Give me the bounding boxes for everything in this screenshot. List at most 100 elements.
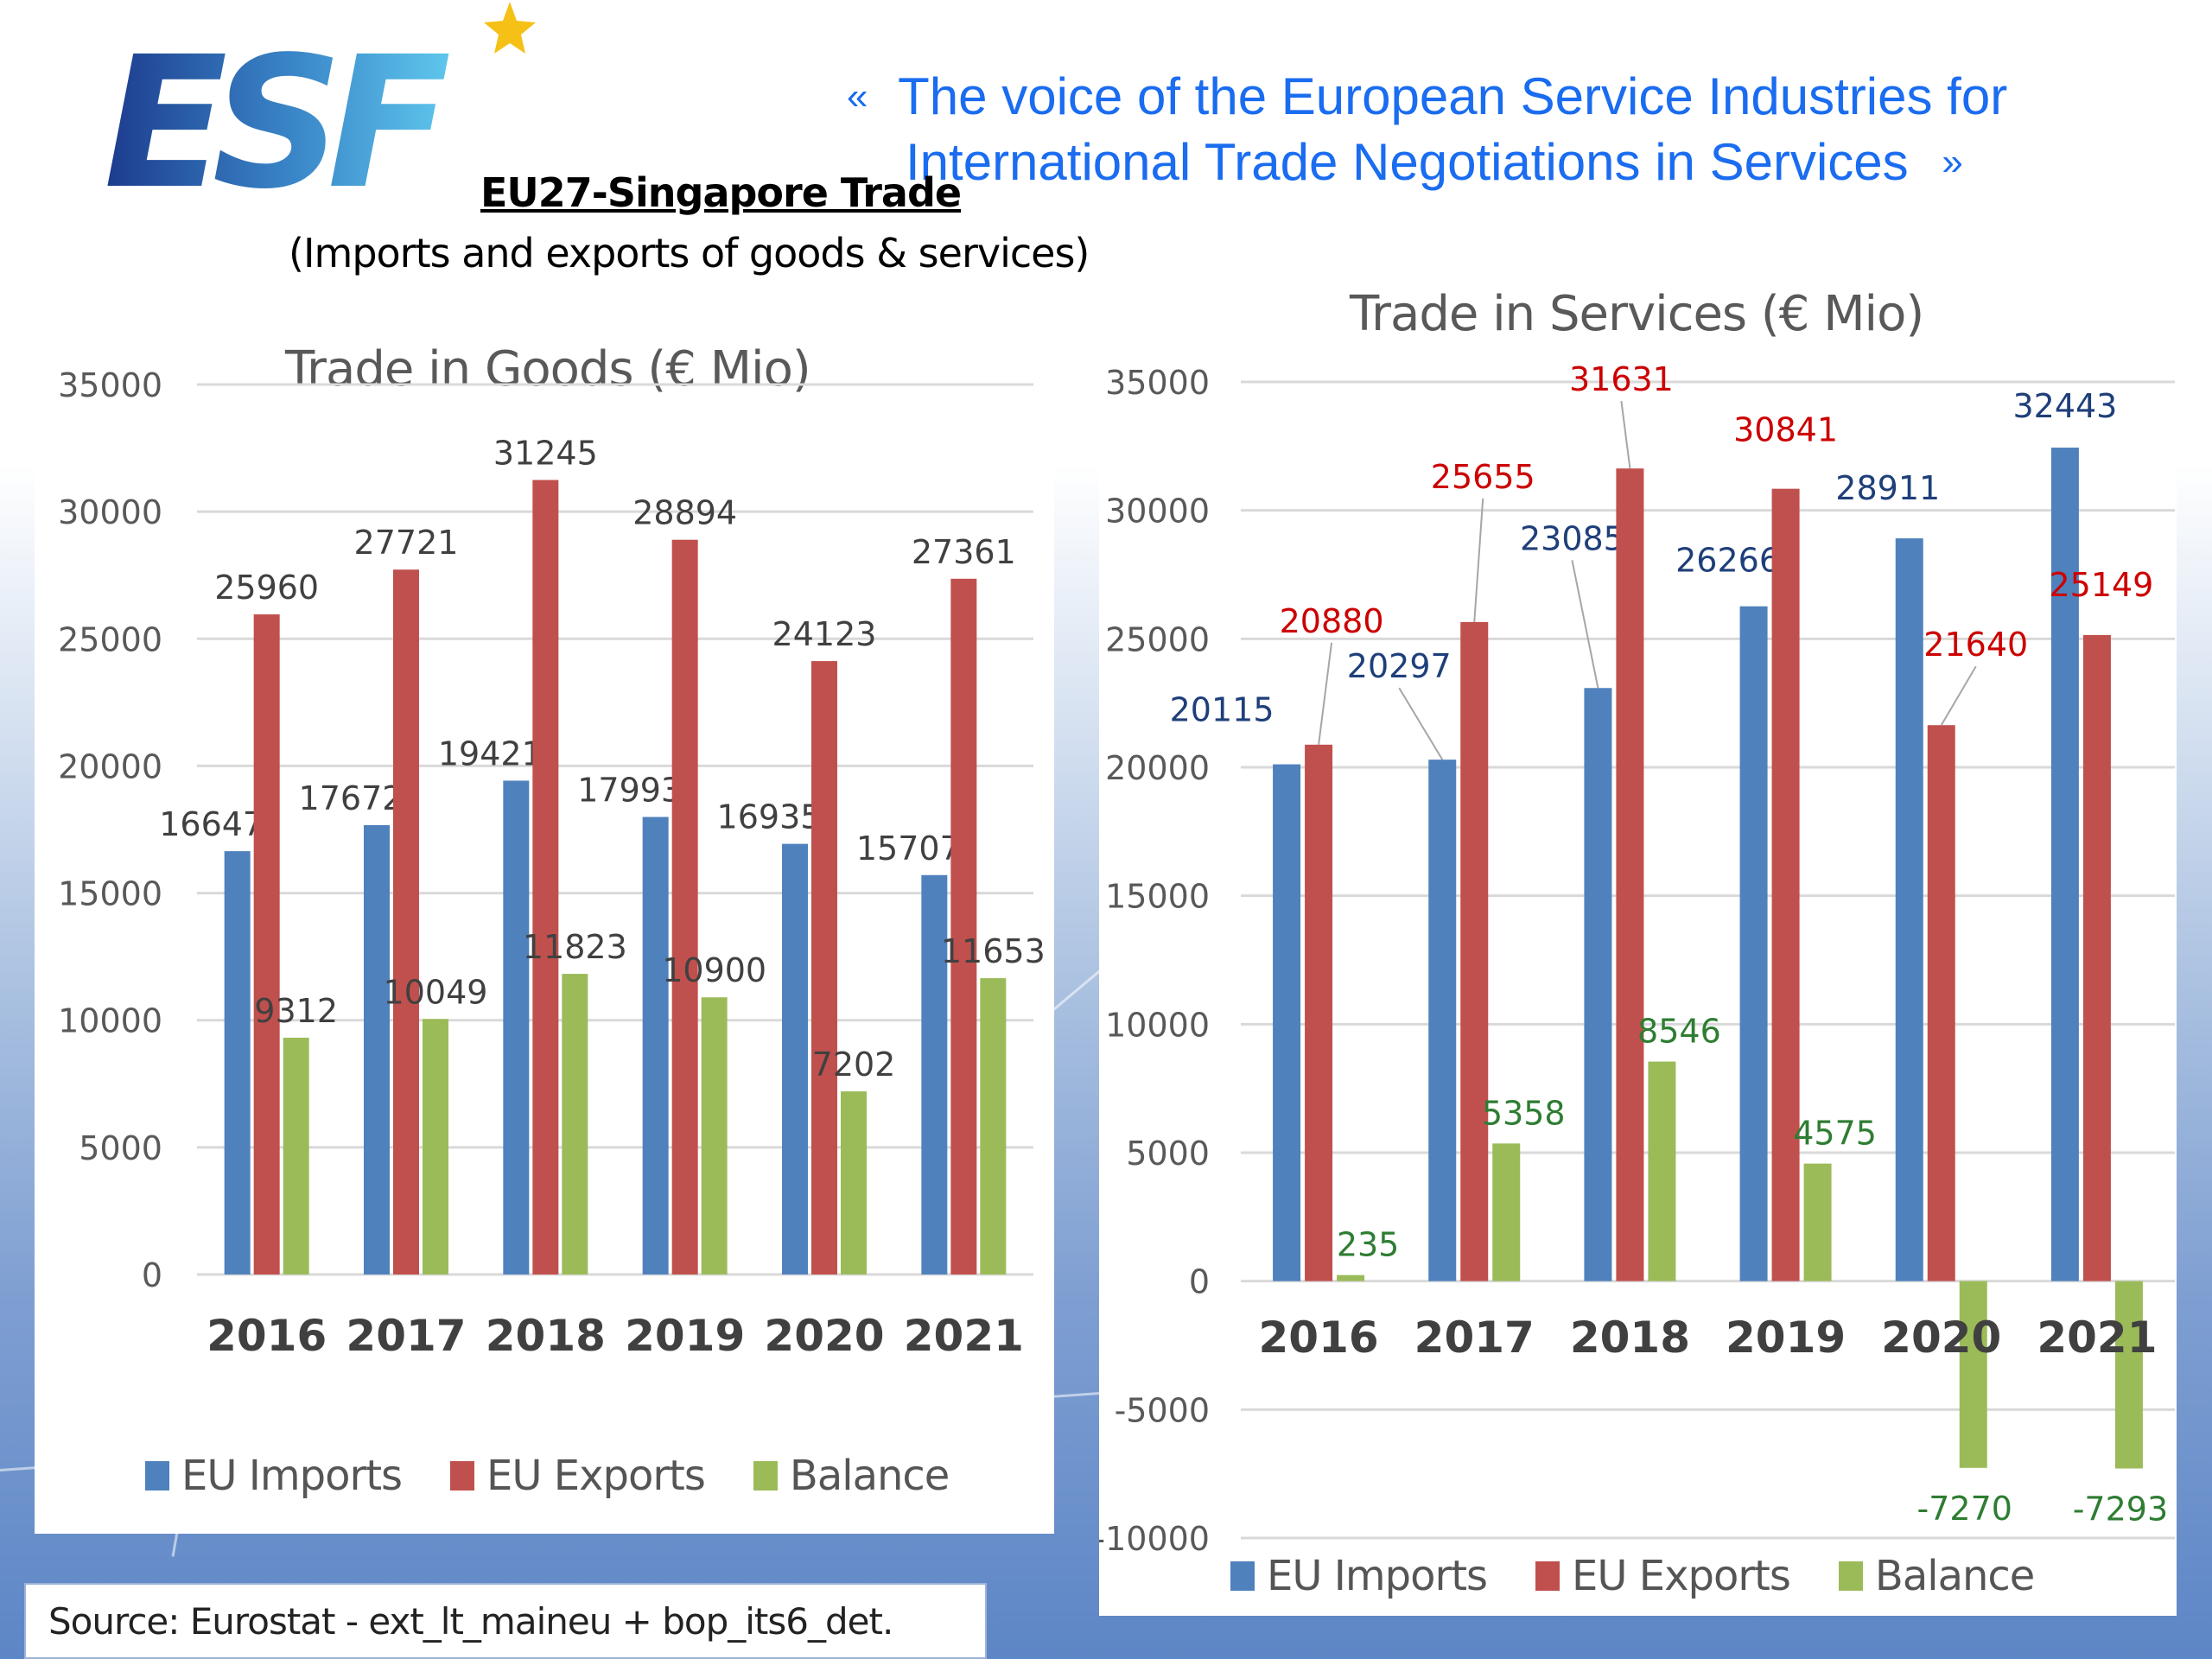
data-label: 5358 bbox=[1482, 1094, 1566, 1132]
legend-swatch-exports bbox=[1535, 1561, 1560, 1591]
data-label: 24123 bbox=[772, 615, 877, 653]
leader-line bbox=[1940, 665, 1977, 726]
x-tick-label: 2019 bbox=[1726, 1313, 1846, 1363]
bar-balance bbox=[423, 1019, 448, 1274]
data-label: 23085 bbox=[1520, 519, 1624, 557]
data-label: 27721 bbox=[354, 524, 459, 562]
bar-eu-imports bbox=[1273, 764, 1301, 1281]
data-label: 7202 bbox=[812, 1046, 896, 1084]
data-label: 26266 bbox=[1675, 542, 1780, 580]
goods-chart-legend: EU Imports EU Exports Balance bbox=[145, 1452, 950, 1500]
bar-eu-exports bbox=[1460, 621, 1489, 1281]
bar-eu-imports bbox=[1584, 688, 1612, 1281]
x-tick-label: 2017 bbox=[1414, 1313, 1535, 1363]
data-label: 31245 bbox=[493, 435, 598, 473]
bar-eu-exports bbox=[1771, 488, 1800, 1281]
y-tick-label: 10000 bbox=[1105, 1006, 1210, 1044]
page-subtitle: (Imports and exports of goods & services… bbox=[289, 230, 1090, 276]
bar-eu-exports bbox=[1616, 468, 1644, 1281]
legend-swatch-exports bbox=[450, 1461, 475, 1491]
bar-balance bbox=[980, 978, 1007, 1274]
bar-eu-imports bbox=[642, 817, 669, 1274]
y-tick-label: 25000 bbox=[1105, 620, 1210, 658]
data-label: 19421 bbox=[438, 734, 543, 772]
logo-text: ESF bbox=[104, 17, 449, 207]
bar-balance bbox=[1959, 1281, 1987, 1468]
y-tick-label: 35000 bbox=[1105, 364, 1210, 402]
y-tick-label: 10000 bbox=[58, 1002, 162, 1040]
legend-label: Balance bbox=[789, 1452, 950, 1500]
bar-balance bbox=[283, 1037, 309, 1274]
legend-item-balance: Balance bbox=[1838, 1552, 2035, 1600]
bar-eu-exports bbox=[950, 578, 977, 1274]
legend-label: EU Exports bbox=[486, 1452, 706, 1500]
y-tick-label: 25000 bbox=[58, 620, 162, 658]
bar-eu-exports bbox=[811, 661, 837, 1274]
data-label: 11823 bbox=[523, 928, 627, 966]
bar-balance bbox=[2114, 1281, 2143, 1469]
data-label: 10900 bbox=[662, 951, 766, 989]
y-tick-label: 20000 bbox=[1105, 749, 1210, 787]
data-label: 20115 bbox=[1170, 691, 1274, 729]
data-label: 17993 bbox=[577, 771, 682, 809]
bar-eu-imports bbox=[1428, 760, 1457, 1281]
legend-label: Balance bbox=[1874, 1552, 2035, 1600]
leader-line bbox=[1318, 642, 1333, 745]
y-tick-label: 30000 bbox=[1105, 493, 1210, 531]
star-icon bbox=[484, 2, 536, 54]
bar-eu-imports bbox=[364, 824, 390, 1274]
x-tick-label: 2019 bbox=[625, 1311, 745, 1361]
data-label: 20297 bbox=[1347, 647, 1452, 685]
bar-eu-exports bbox=[393, 569, 419, 1274]
open-quote: « bbox=[847, 75, 868, 118]
source-box: Source: Eurostat - ext_lt_maineu + bop_i… bbox=[24, 1583, 987, 1659]
services-chart-legend: EU Imports EU Exports Balance bbox=[1230, 1552, 2035, 1600]
x-tick-label: 2021 bbox=[2037, 1313, 2157, 1363]
services-chart-panel: Trade in Services (€ Mio) 35000 30000 25000… bbox=[1099, 259, 2177, 1616]
legend-swatch-balance bbox=[753, 1461, 778, 1491]
y-tick-label: 5000 bbox=[79, 1129, 162, 1167]
data-label: 16647 bbox=[159, 805, 264, 843]
data-label: 28894 bbox=[632, 494, 737, 532]
legend-item-exports: EU Exports bbox=[1535, 1552, 1791, 1600]
data-label: 11653 bbox=[941, 932, 1046, 970]
legend-swatch-balance bbox=[1838, 1561, 1863, 1591]
services-chart: Trade in Services (€ Mio) 35000 30000 25000… bbox=[1099, 286, 2175, 1558]
bar-eu-imports bbox=[921, 874, 948, 1274]
legend-swatch-imports bbox=[1230, 1561, 1255, 1591]
data-label: 15707 bbox=[856, 830, 961, 868]
x-tick-label: 2020 bbox=[1881, 1313, 2001, 1363]
data-label: -7270 bbox=[1917, 1490, 2012, 1528]
y-tick-label: 0 bbox=[142, 1256, 162, 1294]
chart-title: Trade in Goods (€ Mio) bbox=[284, 341, 810, 397]
legend-swatch-imports bbox=[145, 1461, 169, 1491]
data-label: 20880 bbox=[1280, 602, 1384, 640]
leader-line bbox=[1571, 560, 1599, 689]
y-tick-label: 15000 bbox=[1105, 878, 1210, 916]
y-tick-label: 30000 bbox=[58, 493, 162, 531]
y-tick-label: 0 bbox=[1189, 1263, 1210, 1301]
data-label: 9312 bbox=[254, 992, 338, 1030]
bar-eu-imports bbox=[1895, 538, 1923, 1281]
x-tick-label: 2016 bbox=[207, 1311, 327, 1361]
legend-label: EU Exports bbox=[1572, 1552, 1791, 1600]
bar-balance bbox=[701, 997, 728, 1274]
x-tick-label: 2018 bbox=[486, 1311, 606, 1361]
data-label: 17672 bbox=[299, 779, 404, 817]
bar-eu-imports bbox=[224, 851, 251, 1274]
legend-item-imports: EU Imports bbox=[1230, 1552, 1488, 1600]
data-label: 30841 bbox=[1733, 411, 1838, 449]
bar-eu-exports bbox=[532, 480, 559, 1274]
leader-line bbox=[1620, 401, 1631, 469]
legend-label: EU Imports bbox=[1267, 1552, 1488, 1600]
x-tick-label: 2021 bbox=[904, 1311, 1024, 1361]
y-tick-label: 20000 bbox=[58, 747, 162, 785]
data-label: 25149 bbox=[2049, 566, 2153, 604]
bar-balance bbox=[562, 974, 588, 1274]
header: ESF « The voice of the European Service … bbox=[0, 0, 2212, 285]
x-tick-label: 2018 bbox=[1570, 1313, 1690, 1363]
data-label: 27361 bbox=[912, 533, 1016, 571]
bar-eu-imports bbox=[782, 843, 808, 1274]
y-tick-label: -10000 bbox=[1099, 1520, 1210, 1558]
goods-chart-panel: Trade in Goods (€ Mio) 35000 30000 25000 200… bbox=[35, 328, 1054, 1534]
